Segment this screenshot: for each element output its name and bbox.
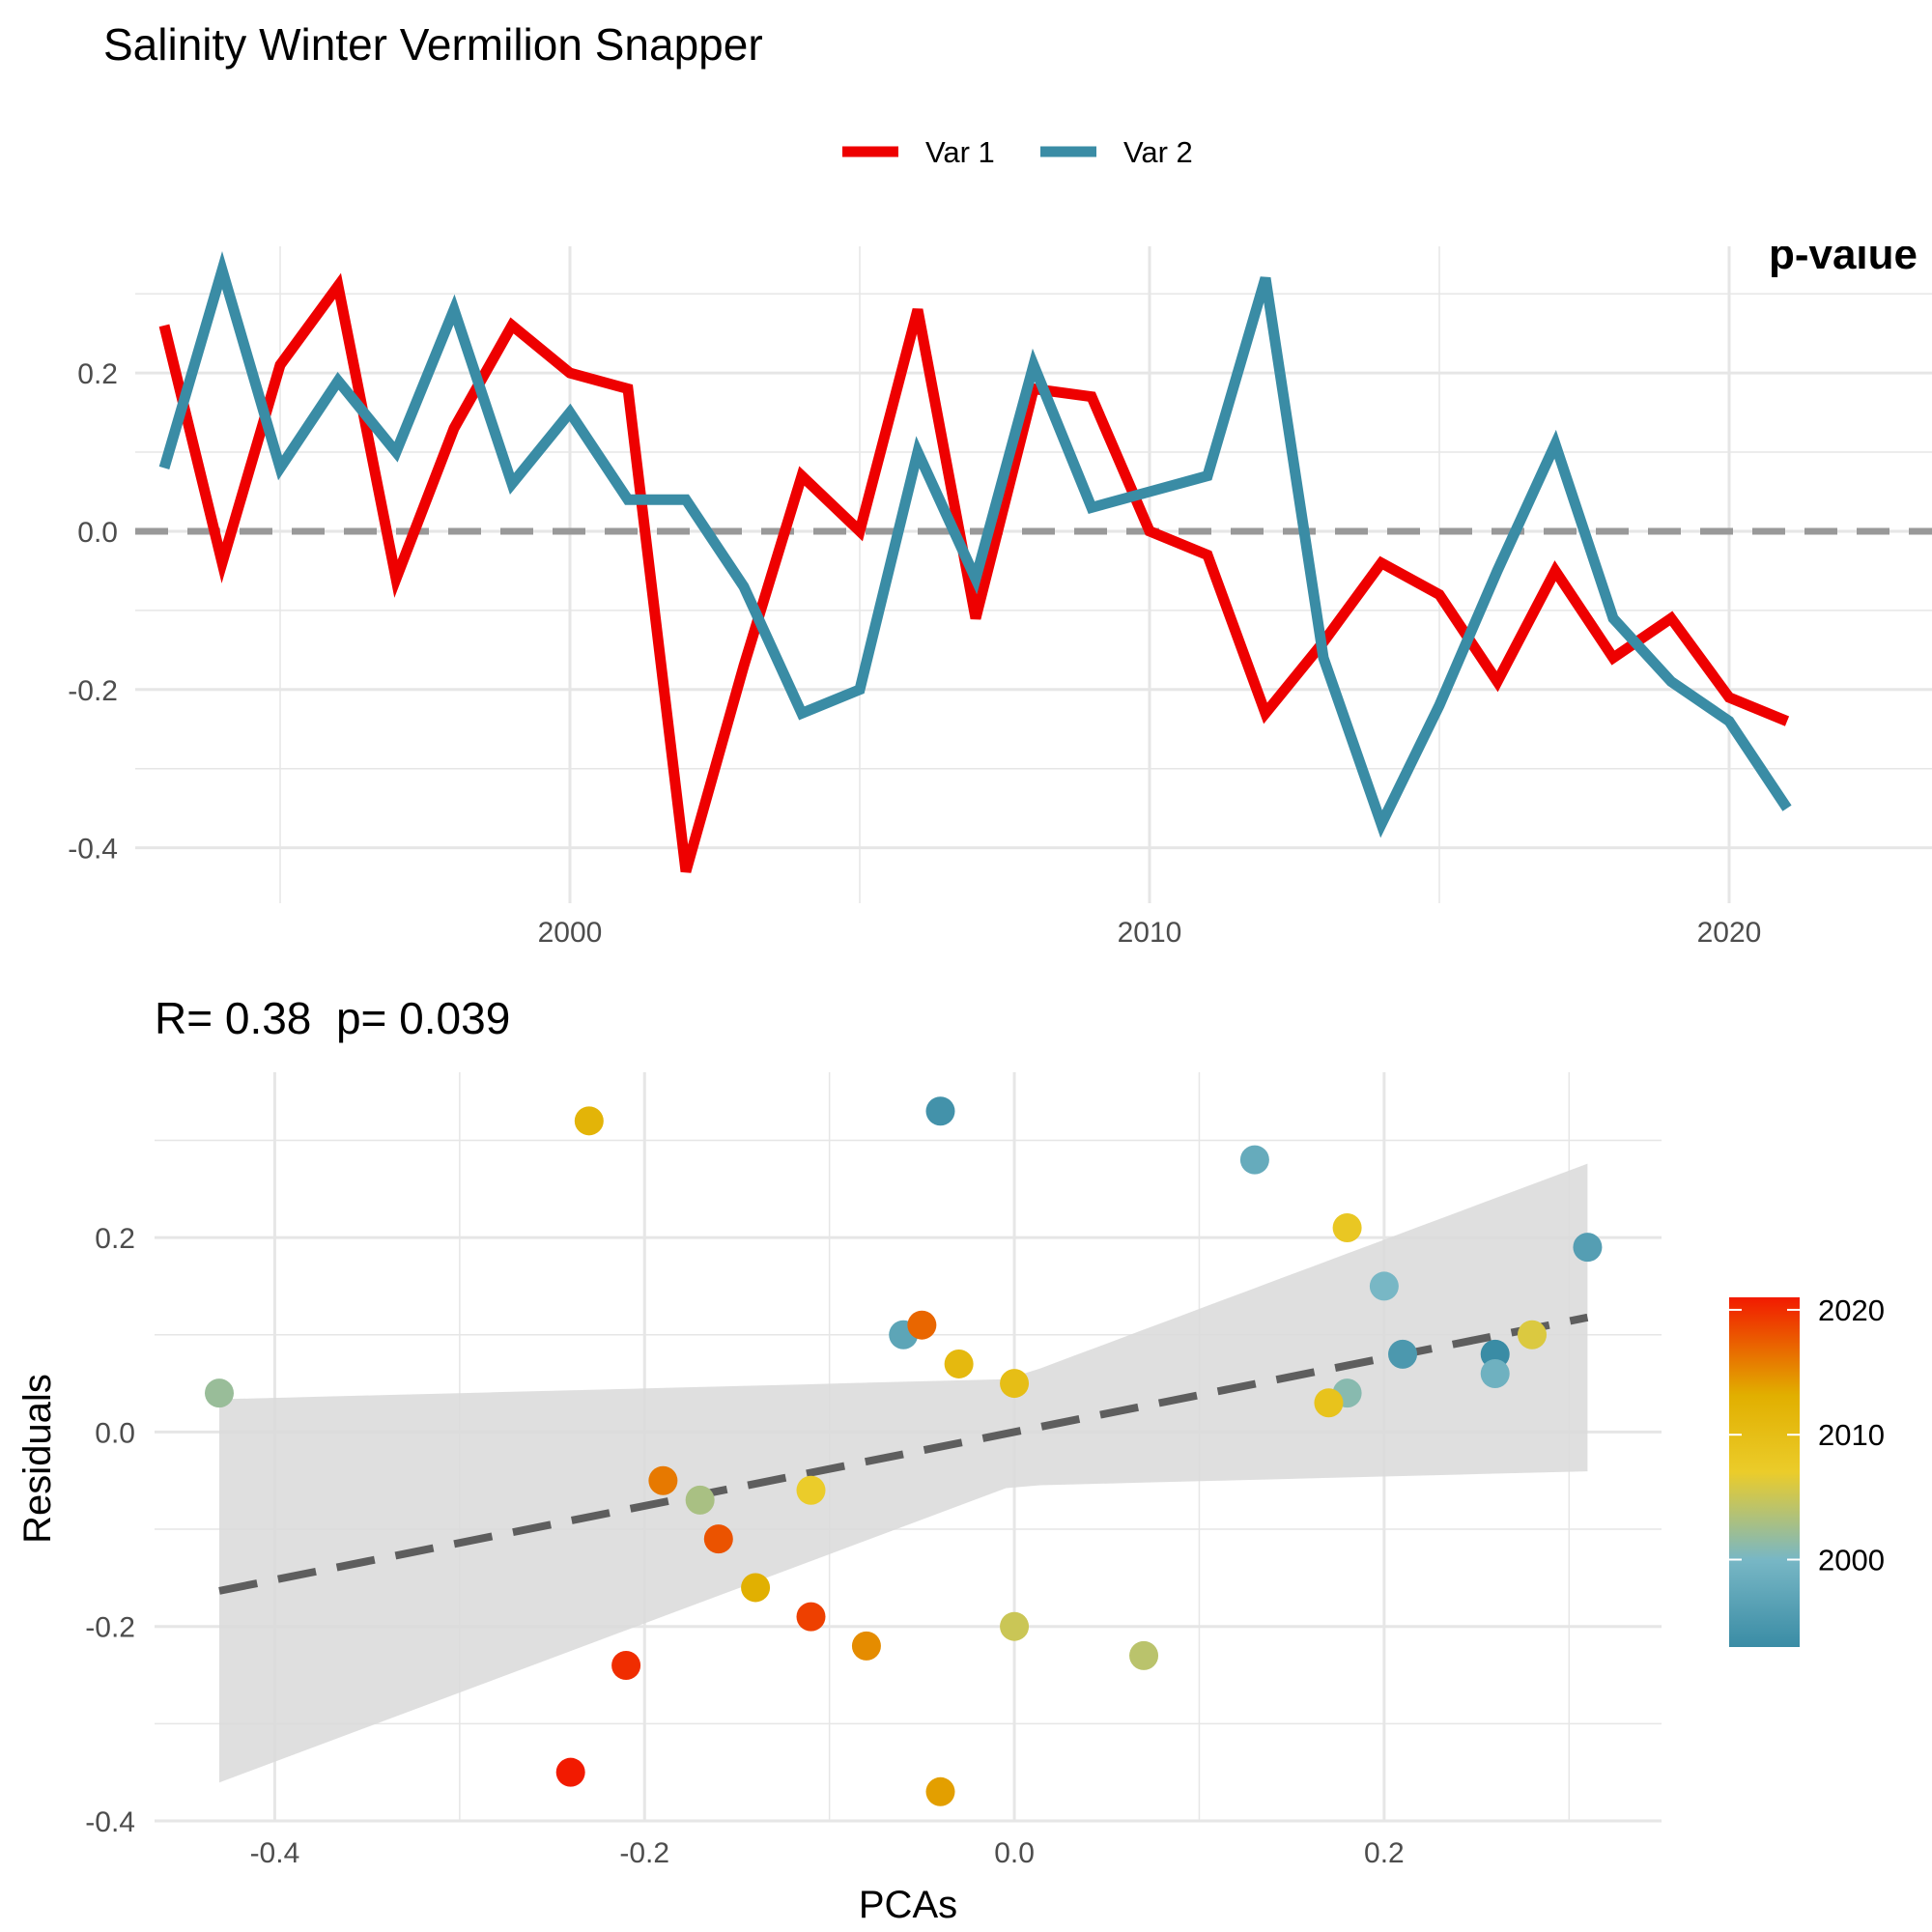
scatter-x-tick-label: 0.0 <box>994 1837 1035 1869</box>
scatter-point <box>703 1524 733 1554</box>
timeseries-y-tick-label: -0.2 <box>68 675 118 707</box>
scatter-point <box>925 1096 955 1126</box>
colorbar-tick-label: 2010 <box>1818 1418 1885 1452</box>
colorbar: 2000 2010 2020 <box>1729 1293 1885 1647</box>
scatter-y-tick-label: 0.0 <box>95 1417 135 1449</box>
scatter-points <box>204 1096 1603 1806</box>
scatter-x-tick-label: -0.2 <box>619 1837 669 1869</box>
scatter-point <box>944 1349 974 1378</box>
scatter-x-tick-label: -0.4 <box>250 1837 300 1869</box>
scatter-point <box>1000 1611 1030 1641</box>
scatter-point <box>1000 1369 1030 1399</box>
timeseries-panel: -0.4 -0.2 0.0 0.2 2000 2010 2020 p-value <box>68 231 1932 949</box>
scatter-x-ticks: -0.4 -0.2 0.0 0.2 <box>250 1837 1405 1869</box>
timeseries-grid <box>135 246 1932 903</box>
x-axis-label: PCAs <box>859 1884 957 1926</box>
scatter-point <box>1369 1271 1399 1301</box>
figure-title: Salinity Winter Vermilion Snapper <box>103 19 763 70</box>
scatter-point <box>574 1106 604 1136</box>
scatter-y-tick-label: -0.4 <box>85 1806 135 1838</box>
scatter-point <box>1388 1339 1418 1369</box>
scatter-point <box>685 1485 715 1515</box>
series-line-var2 <box>158 251 1792 838</box>
scatter-x-tick-label: 0.2 <box>1364 1837 1405 1869</box>
series-line-var1 <box>158 272 1790 873</box>
legend: Var 1 Var 2 <box>842 135 1193 169</box>
scatter-point <box>796 1602 826 1632</box>
scatter-point <box>1332 1213 1362 1243</box>
scatter-point <box>1518 1320 1548 1350</box>
colorbar-tick-label: 2000 <box>1818 1544 1885 1577</box>
regression-line <box>218 1313 1589 1595</box>
scatter-point <box>796 1475 826 1505</box>
scatter-point <box>648 1465 678 1495</box>
timeseries-x-tick-label: 2000 <box>538 917 603 949</box>
scatter-point <box>1314 1388 1344 1418</box>
colorbar-tick-label: 2020 <box>1818 1293 1885 1327</box>
scatter-point <box>741 1573 771 1603</box>
scatter-point <box>1480 1359 1510 1389</box>
y-axis-label: Residuals <box>16 1374 59 1544</box>
scatter-point <box>611 1650 641 1680</box>
scatter-y-ticks: -0.4 -0.2 0.0 0.2 <box>85 1223 135 1838</box>
scatter-title: R= 0.38 p= 0.039 <box>155 993 510 1043</box>
scatter-point <box>907 1310 937 1340</box>
confidence-band <box>219 1163 1588 1783</box>
scatter-point <box>1239 1145 1269 1175</box>
scatter-point <box>204 1378 234 1408</box>
legend-label-var1: Var 1 <box>925 135 995 169</box>
legend-label-var2: Var 2 <box>1123 135 1193 169</box>
timeseries-x-tick-label: 2010 <box>1118 917 1182 949</box>
scatter-point <box>1129 1640 1159 1670</box>
timeseries-y-tick-label: 0.2 <box>77 358 118 390</box>
timeseries-y-tick-label: -0.4 <box>68 834 118 866</box>
colorbar-ticks: 2000 2010 2020 <box>1729 1293 1885 1577</box>
timeseries-x-ticks: 2000 2010 2020 <box>538 917 1762 949</box>
clipped-p-value-annotation: p-value <box>1769 231 1918 278</box>
scatter-point <box>1573 1233 1603 1263</box>
scatter-point <box>851 1631 881 1661</box>
scatter-point <box>925 1776 955 1806</box>
scatter-point <box>555 1757 585 1787</box>
timeseries-x-tick-label: 2020 <box>1697 917 1762 949</box>
timeseries-y-tick-label: 0.0 <box>77 517 118 549</box>
scatter-y-tick-label: -0.2 <box>85 1612 135 1644</box>
scatter-y-tick-label: 0.2 <box>95 1223 135 1255</box>
timeseries-y-ticks: -0.4 -0.2 0.0 0.2 <box>68 358 118 866</box>
scatter-panel: R= 0.38 p= 0.039 -0.4 -0.2 0.0 0.2 -0.4 -0.2… <box>16 993 1662 1926</box>
colorbar-gradient <box>1729 1297 1800 1647</box>
